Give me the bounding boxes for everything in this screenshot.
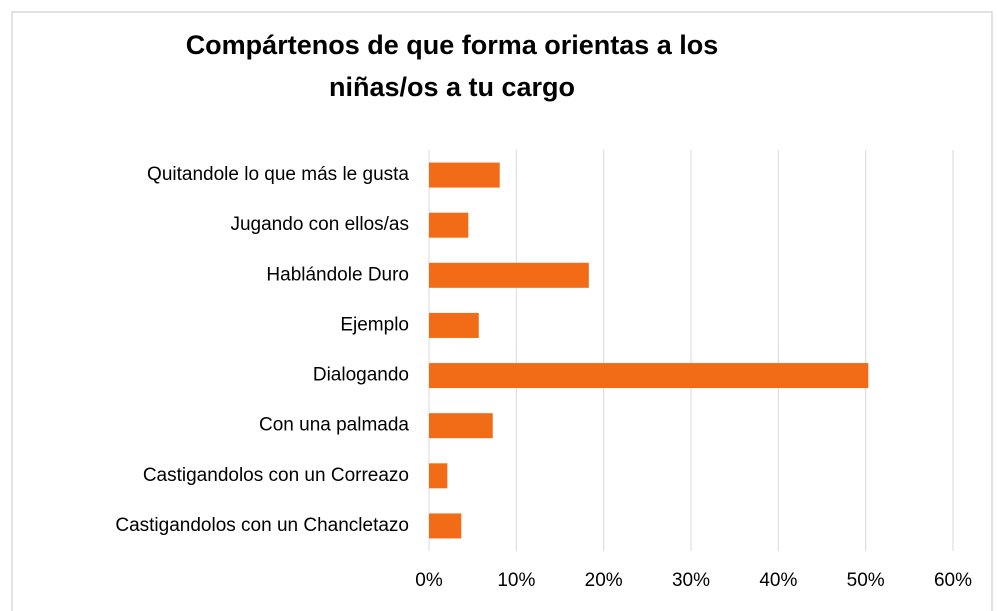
y-tick-label: Con una palmada: [259, 415, 409, 436]
x-tick-label: 20%: [585, 570, 623, 591]
bar: [429, 413, 493, 439]
chart-title: Compártenos de que forma orientas a los: [186, 30, 719, 60]
y-tick-label: Jugando con ellos/as: [230, 214, 409, 235]
x-tick-label: 0%: [415, 570, 443, 591]
bar: [429, 262, 589, 288]
x-tick-label: 10%: [497, 570, 535, 591]
y-tick-label: Quitandole lo que más le gusta: [147, 164, 409, 185]
y-tick-label: Castigandolos con un Chancletazo: [115, 515, 409, 536]
y-tick-label: Ejemplo: [340, 314, 409, 335]
bar: [429, 212, 469, 238]
x-tick-label: 50%: [847, 570, 885, 591]
y-tick-label: Hablándole Duro: [266, 264, 409, 285]
x-tick-label: 30%: [672, 570, 710, 591]
bar: [429, 363, 869, 389]
y-tick-label: Dialogando: [313, 365, 409, 386]
x-tick-label: 40%: [759, 570, 797, 591]
bar: [429, 162, 500, 188]
bar: [429, 513, 462, 539]
bar: [429, 463, 448, 489]
y-tick-label: Castigandolos con un Correazo: [143, 465, 409, 486]
bar: [429, 312, 479, 338]
chart-title: niñas/os a tu cargo: [329, 72, 575, 102]
x-tick-label: 60%: [934, 570, 972, 591]
chart-border: [11, 11, 993, 611]
